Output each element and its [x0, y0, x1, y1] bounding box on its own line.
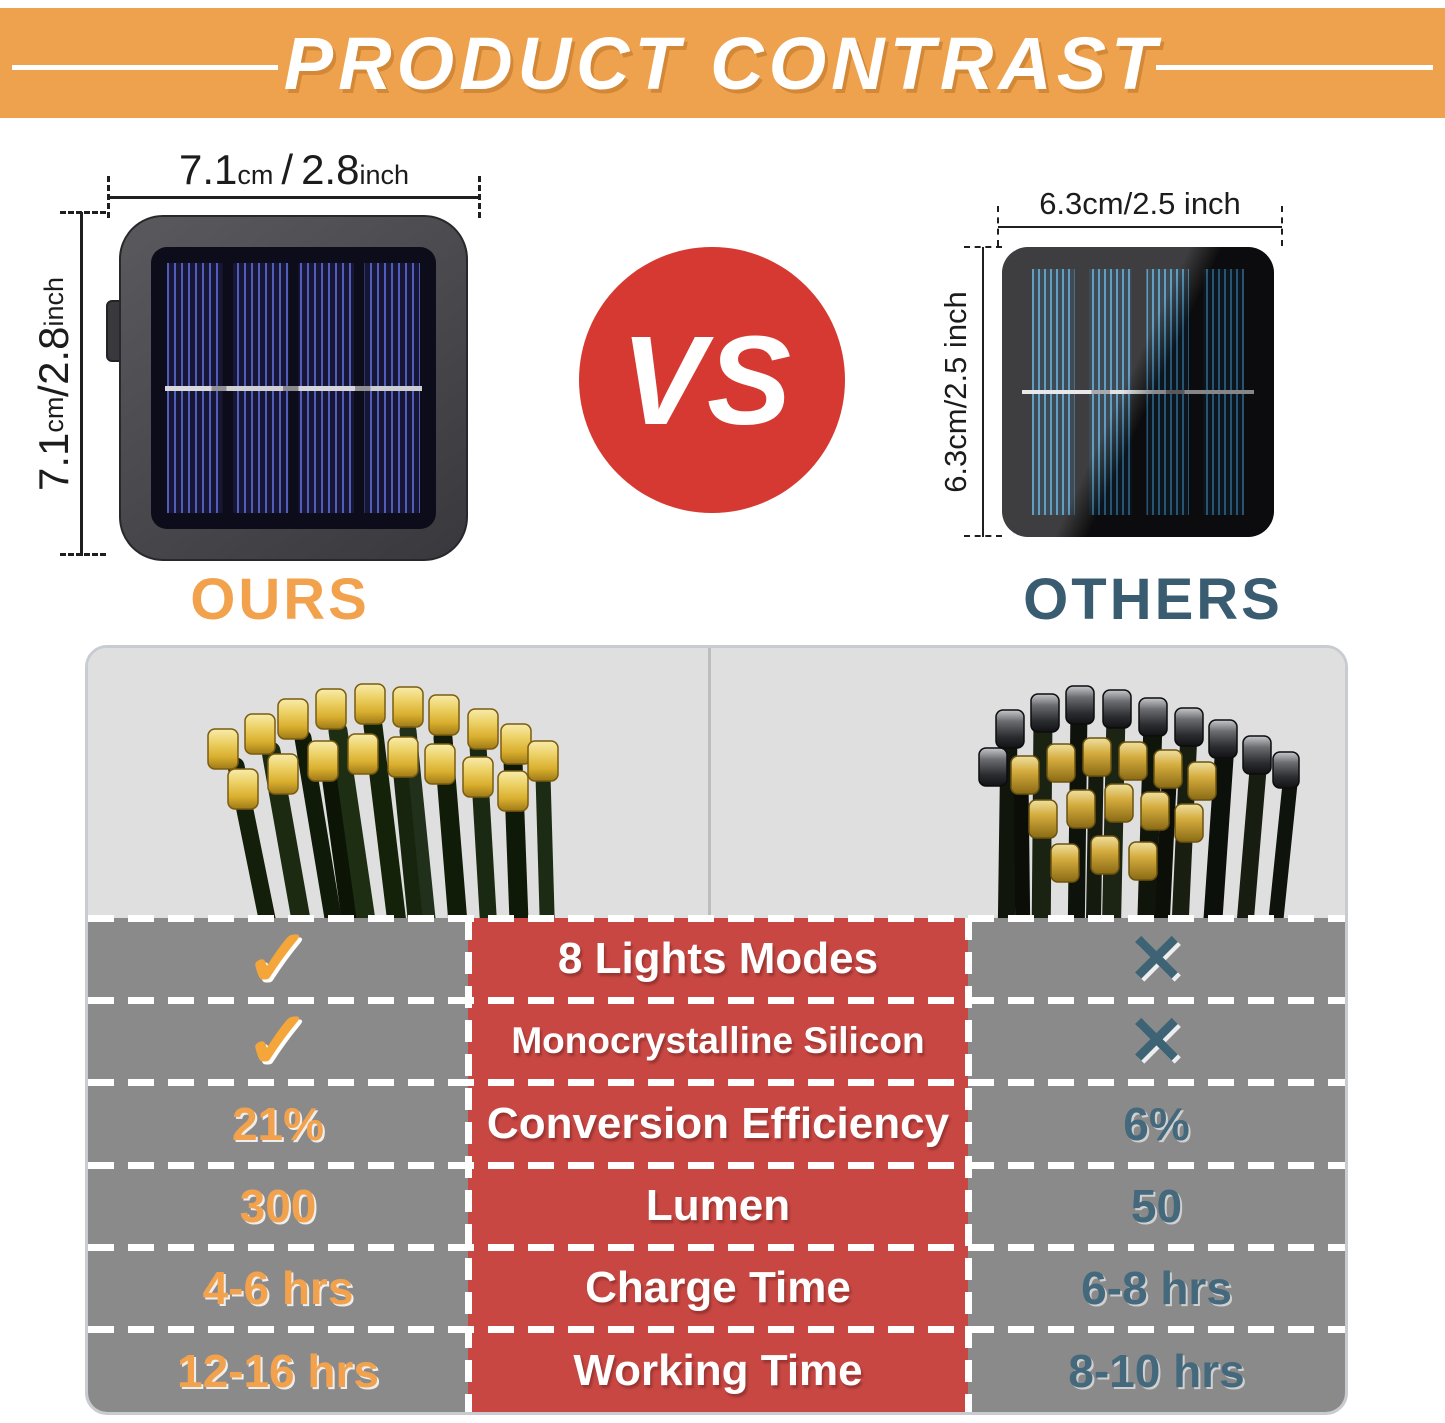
others-width-tick-left: [997, 206, 999, 246]
table-row: 21% Conversion Efficiency 6%: [88, 1082, 1345, 1165]
ours-height-dimension-line: [80, 212, 83, 556]
string-lights-photo-ours: [207, 683, 559, 918]
others-solar-busbar: [1022, 390, 1254, 394]
others-height-dimension-line: [982, 247, 984, 537]
ours-value: 21%: [231, 1097, 325, 1150]
vs-text: VS: [620, 309, 794, 451]
cross-icon: ✕: [1128, 1003, 1185, 1080]
ours-width-tick-right: [478, 176, 481, 218]
table-separator: [88, 915, 1345, 922]
check-icon: ✓: [244, 914, 312, 1004]
table-row: ✓ Monocrystalline Silicon ✕: [88, 996, 1345, 1086]
feature-name: 8 Lights Modes: [557, 934, 879, 984]
table-row: 4-6 hrs Charge Time 6-8 hrs: [88, 1247, 1345, 1330]
others-value: 6%: [1123, 1097, 1190, 1150]
ours-solar-cell: [151, 247, 436, 529]
others-height-tick-bottom: [964, 535, 1002, 537]
table-separator: [88, 997, 1345, 1004]
ours-label: OURS: [190, 567, 370, 632]
vs-badge: VS: [579, 247, 845, 513]
feature-name: Monocrystalline Silicon: [511, 1020, 925, 1062]
ours-solar-panel-image: [119, 215, 468, 561]
feature-name: Lumen: [645, 1181, 791, 1231]
check-icon: ✓: [244, 996, 312, 1086]
table-column-separator: [965, 918, 972, 1412]
ours-width-dimension-label: 7.1cm/2.8inch: [179, 146, 409, 193]
ours-width-tick-left: [107, 176, 110, 218]
table-separator: [88, 1244, 1345, 1251]
others-width-tick-right: [1281, 206, 1283, 246]
others-label: OTHERS: [1023, 567, 1283, 632]
ours-value: 300: [239, 1180, 317, 1233]
ours-solar-busbar: [165, 386, 422, 391]
table-column-separator: [465, 918, 472, 1412]
banner-rule-left: [12, 65, 278, 70]
others-value: 8-10 hrs: [1068, 1344, 1245, 1397]
others-value: 50: [1130, 1180, 1183, 1233]
others-width-dimension-label: 6.3cm/2.5 inch: [1039, 186, 1241, 221]
others-solar-panel-image: [1002, 247, 1274, 537]
others-height-dimension-label: 6.3cm/2.5 inch: [938, 291, 973, 493]
feature-name: Charge Time: [585, 1263, 851, 1313]
table-row: 12-16 hrs Working Time 8-10 hrs: [88, 1329, 1345, 1412]
table-row: ✓ 8 Lights Modes ✕: [88, 914, 1345, 1004]
banner-rule-right: [1156, 65, 1433, 70]
comparison-table: ✓ 8 Lights Modes ✕ ✓ Monocrystalline Sil…: [88, 918, 1345, 1412]
others-value: 6-8 hrs: [1081, 1262, 1232, 1315]
title-banner: PRODUCT CONTRAST: [0, 8, 1445, 118]
ours-height-dimension-label: 7.1cm/2.8inch: [30, 277, 77, 491]
table-separator: [88, 1326, 1345, 1333]
ours-width-dimension-line: [108, 196, 480, 199]
others-width-dimension-line: [998, 226, 1282, 228]
ours-height-tick-top: [60, 211, 106, 214]
feature-name: Working Time: [573, 1345, 863, 1395]
others-height-tick-top: [964, 246, 1002, 248]
others-panel-sheen: [1002, 247, 1274, 537]
ours-value: 4-6 hrs: [202, 1262, 354, 1315]
ours-value: 12-16 hrs: [176, 1344, 379, 1397]
table-separator: [88, 1079, 1345, 1086]
table-row: 300 Lumen 50: [88, 1164, 1345, 1248]
string-lights-photo-others: [978, 685, 1300, 918]
table-separator: [88, 1162, 1345, 1169]
comparison-board: ✓ 8 Lights Modes ✕ ✓ Monocrystalline Sil…: [85, 645, 1348, 1415]
photo-divider: [708, 648, 711, 918]
feature-name: Conversion Efficiency: [486, 1098, 950, 1148]
page-title: PRODUCT CONTRAST: [283, 21, 1162, 105]
ours-height-tick-bottom: [60, 553, 106, 556]
cross-icon: ✕: [1128, 921, 1185, 998]
string-lights-photos: [88, 648, 1345, 918]
